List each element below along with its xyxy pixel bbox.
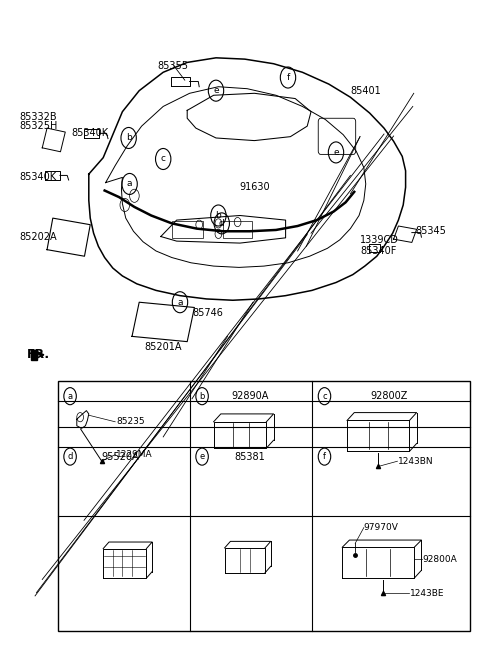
Text: c: c	[322, 392, 327, 401]
Text: 85401: 85401	[350, 85, 381, 96]
Text: 1229MA: 1229MA	[116, 450, 153, 459]
Text: 92800A: 92800A	[422, 555, 457, 564]
Text: a: a	[127, 179, 132, 189]
Text: 85340K: 85340K	[19, 172, 56, 183]
Text: e: e	[333, 148, 339, 157]
Text: f: f	[287, 73, 289, 82]
Text: a: a	[177, 298, 183, 307]
Text: 85332B: 85332B	[19, 112, 57, 122]
Text: 91630: 91630	[239, 182, 270, 193]
Text: d: d	[219, 219, 225, 228]
Text: e: e	[200, 452, 204, 461]
Text: d: d	[67, 452, 73, 461]
Text: 85235: 85235	[116, 417, 145, 426]
Text: c: c	[161, 154, 166, 164]
Text: 85381: 85381	[234, 451, 265, 462]
Text: b: b	[199, 392, 205, 401]
Text: b: b	[126, 133, 132, 143]
Text: FR.: FR.	[26, 348, 49, 361]
Text: 97970V: 97970V	[364, 523, 399, 532]
Text: a: a	[68, 392, 72, 401]
Text: 1339CD: 1339CD	[360, 235, 399, 245]
FancyBboxPatch shape	[31, 350, 37, 360]
Text: e: e	[213, 86, 219, 95]
Text: 1243BN: 1243BN	[398, 457, 434, 466]
Text: 85202A: 85202A	[19, 231, 57, 242]
Text: 85340F: 85340F	[360, 246, 396, 256]
Text: 1243BE: 1243BE	[410, 589, 445, 598]
Bar	[58, 381, 470, 631]
Text: 85201A: 85201A	[144, 342, 182, 352]
Text: 95520A: 95520A	[101, 451, 139, 462]
Text: 85340K: 85340K	[71, 128, 108, 139]
Text: b: b	[216, 211, 221, 220]
Text: 92890A: 92890A	[231, 391, 268, 401]
Text: 85355: 85355	[157, 60, 188, 71]
Text: 85325H: 85325H	[19, 121, 58, 131]
Text: 85746: 85746	[192, 307, 223, 318]
Text: 92800Z: 92800Z	[370, 391, 408, 401]
Text: f: f	[323, 452, 326, 461]
Text: 85345: 85345	[415, 226, 446, 237]
